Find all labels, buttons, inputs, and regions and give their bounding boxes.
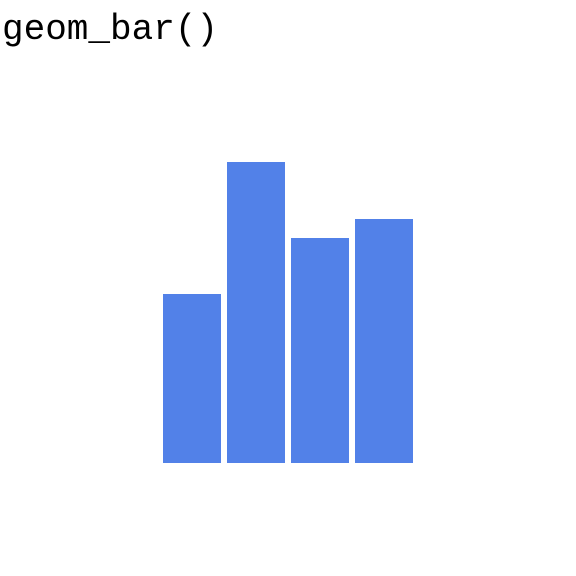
chart-title: geom_bar(): [2, 9, 219, 50]
bar-2: [227, 162, 285, 463]
bars-group: [163, 162, 413, 463]
bar-1: [163, 294, 221, 463]
bar-4: [355, 219, 413, 463]
bar-3: [291, 238, 349, 463]
